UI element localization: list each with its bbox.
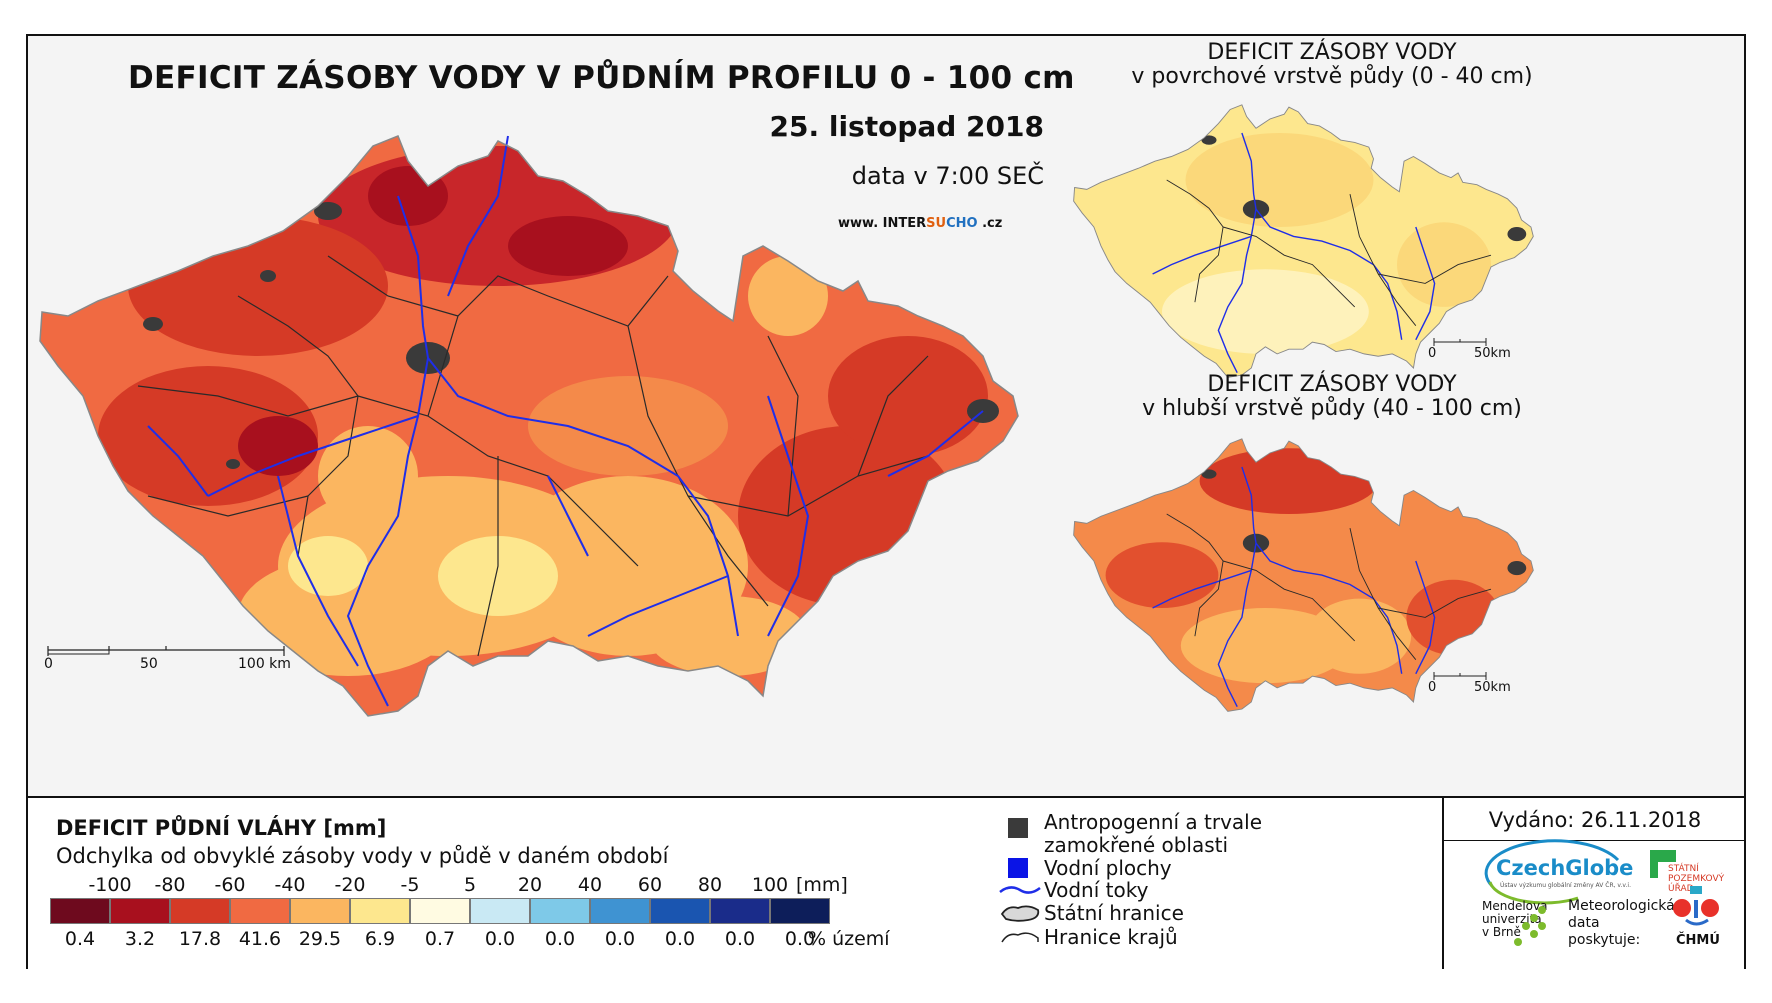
legend-tick-label: 80 (697, 874, 723, 896)
spu-logo-line3: ÚŘAD (1668, 884, 1694, 894)
main-scale-0: 0 (44, 656, 53, 672)
main-title: DEFICIT ZÁSOBY VODY V PŮDNÍM PROFILU 0 -… (128, 60, 1075, 96)
legend-percent-value: 0.0 (604, 928, 636, 950)
inset-top-scale-0: 0 (1428, 346, 1437, 361)
water-bodies-label: Vodní plochy (1044, 856, 1172, 880)
chmu-label: ČHMÚ (1676, 933, 1720, 948)
mendel-logo-dots (1514, 906, 1546, 946)
meteo-line3: poskytuje: (1568, 932, 1641, 948)
rivers-icon (999, 886, 1041, 894)
legend-tick-label: -40 (274, 874, 306, 896)
main-date: 25. listopad 2018 (769, 110, 1045, 143)
main-scale-50: 50 (140, 656, 158, 672)
legend-percent-value: 0.0 (664, 928, 696, 950)
state-border-icon (1000, 905, 1040, 922)
legend-area: DEFICIT PŮDNÍ VLÁHY [mm] Odchylka od obv… (28, 796, 1746, 969)
czechglobe-subtitle: Ústav výzkumu globální změny AV ČR, v.v.… (1500, 882, 1631, 889)
inset-top-title-1: DEFICIT ZÁSOBY VODY (1207, 40, 1457, 65)
legend-percent-value: 3.2 (124, 928, 156, 950)
anthropogenic-label-1: Antropogenní a trvale (1044, 810, 1263, 834)
legend-tick-label: 60 (637, 874, 663, 896)
legend-percent-value: 0.0 (544, 928, 576, 950)
inset-bottom-title-2: v hlubší vrstvě půdy (40 - 100 cm) (1142, 396, 1522, 421)
legend-color-box (770, 898, 830, 924)
spu-logo-line2: POZEMKOVÝ (1668, 874, 1725, 884)
inset-bottom-map (1073, 438, 1534, 712)
legend-color-box (410, 898, 470, 924)
legend-tick-label: -5 (400, 874, 420, 896)
legend-percent-value: 0.7 (424, 928, 456, 950)
inset-top-scalebar (1433, 338, 1487, 346)
legend-percent-value: 29.5 (298, 928, 342, 950)
legend-tick-label: -80 (154, 874, 186, 896)
legend-color-box (470, 898, 530, 924)
czechglobe-logo-arc (1484, 839, 1620, 905)
main-scale-100: 100 km (238, 656, 291, 672)
legend-percent-value: 0.0 (724, 928, 756, 950)
legend-color-box (350, 898, 410, 924)
legend-color-box (110, 898, 170, 924)
inset-bottom-title-1: DEFICIT ZÁSOBY VODY (1207, 372, 1457, 397)
main-time: data v 7:00 SEČ (851, 162, 1044, 190)
water-bodies-swatch (1008, 858, 1028, 878)
anthropogenic-label-2: zamokřené oblasti (1044, 833, 1229, 857)
legend-color-box (170, 898, 230, 924)
inset-bottom-scale-50: 50km (1474, 680, 1511, 695)
legend-color-box (650, 898, 710, 924)
legend-percent-value: 0.4 (64, 928, 96, 950)
main-scalebar (47, 646, 285, 656)
legend-subtitle: Odchylka od obvyklé zásoby vody v půdě v… (56, 844, 669, 868)
mendel-line3: v Brně (1482, 925, 1521, 939)
legend-tick-label: 5 (463, 874, 477, 896)
website-link[interactable]: www. INTERSUCHO .cz (838, 216, 1003, 231)
legend-percent-value: 6.9 (364, 928, 396, 950)
legend-percent-value: 41.6 (238, 928, 282, 950)
mendel-line1: Mendelova (1482, 899, 1548, 913)
meteo-line1: Meteorologická (1568, 898, 1675, 914)
legend-color-box (590, 898, 650, 924)
region-border-label: Hranice krajů (1044, 925, 1178, 949)
issued-date: Vydáno: 26.11.2018 (1488, 808, 1702, 832)
legend-color-box (710, 898, 770, 924)
rivers-label: Vodní toky (1044, 878, 1149, 902)
inset-top-map (1073, 104, 1534, 378)
legend-tick-label: 100 (751, 874, 789, 896)
inset-top-title-2: v povrchové vrstvě půdy (0 - 40 cm) (1131, 64, 1533, 89)
meteo-line2: data (1568, 915, 1600, 931)
legend-tick-label: -100 (88, 874, 132, 896)
spu-logo-line1: STÁTNÍ (1668, 864, 1699, 874)
legend-color-box (50, 898, 110, 924)
map-area: DEFICIT ZÁSOBY VODY V PŮDNÍM PROFILU 0 -… (28, 36, 1744, 796)
legend-tick-label: -20 (334, 874, 366, 896)
legend-unit: [mm] (796, 874, 848, 896)
legend-percent-label: % území (808, 928, 890, 950)
legend-color-box (530, 898, 590, 924)
map-frame: DEFICIT ZÁSOBY VODY V PŮDNÍM PROFILU 0 -… (26, 34, 1746, 969)
legend-percent-value: 0.0 (784, 928, 816, 950)
legend-percent-value: 17.8 (178, 928, 222, 950)
legend-tick-label: 20 (517, 874, 543, 896)
state-border-label: Státní hranice (1044, 901, 1184, 925)
legend-color-box (230, 898, 290, 924)
legend-tick-label: -60 (214, 874, 246, 896)
anthropogenic-swatch (1008, 818, 1028, 838)
issued-box: Vydáno: 26.11.2018 CzechGlobe Ústav výzk… (1442, 798, 1746, 969)
chmu-logo (1673, 886, 1719, 926)
inset-bottom-scalebar (1433, 672, 1487, 680)
spu-logo-mark-2 (1650, 850, 1658, 878)
region-border-icon (1001, 932, 1039, 943)
czechglobe-logo: CzechGlobe (1496, 856, 1634, 880)
legend-tick-label: 40 (577, 874, 603, 896)
legend-percent-value: 0.0 (484, 928, 516, 950)
issued-divider (1444, 840, 1746, 841)
legend-color-box (290, 898, 350, 924)
inset-bottom-scale-0: 0 (1428, 680, 1437, 695)
inset-top-scale-50: 50km (1474, 346, 1511, 361)
main-map (39, 135, 1019, 717)
legend-title: DEFICIT PŮDNÍ VLÁHY [mm] (56, 816, 387, 840)
